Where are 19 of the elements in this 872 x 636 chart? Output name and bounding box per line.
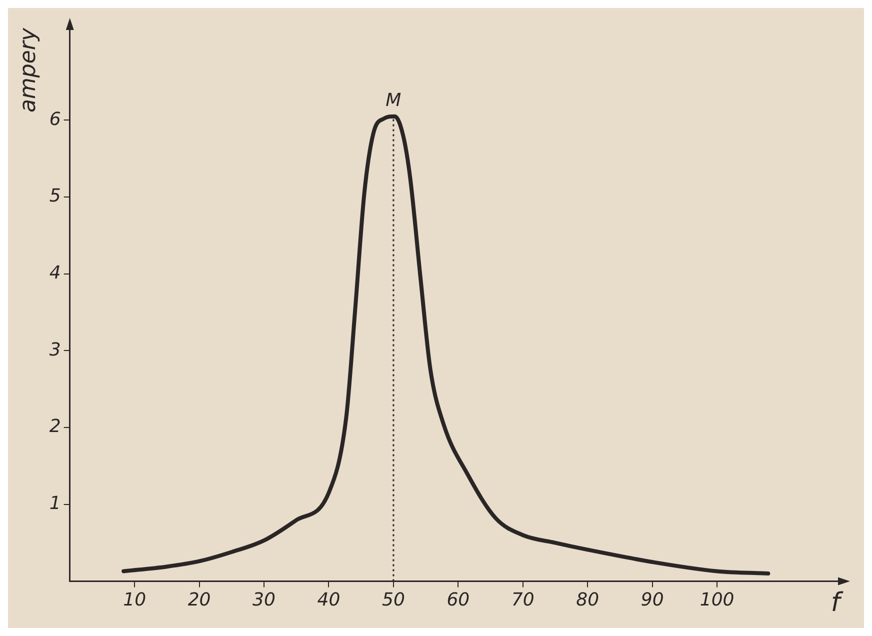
y-tick-label: 5: [49, 186, 61, 207]
x-tick-label: 50: [382, 590, 405, 611]
y-tick-label: 4: [49, 262, 61, 284]
x-tick-label: 90: [640, 590, 664, 611]
x-tick-label: 70: [511, 590, 534, 611]
x-axis-title: f: [830, 588, 844, 618]
x-tick-label: 20: [188, 590, 211, 611]
x-tick-label: 80: [576, 590, 600, 611]
x-tick-label: 100: [700, 590, 734, 611]
y-axis-title: ampery: [16, 27, 41, 112]
x-tick-label: 40: [317, 590, 340, 611]
y-tick-label: 3: [49, 339, 61, 360]
y-tick-label: 6: [49, 108, 61, 130]
y-tick-label: 2: [49, 416, 61, 438]
annotation: M: [386, 90, 402, 112]
x-tick-label: 30: [252, 590, 276, 611]
x-tick-label: 10: [123, 590, 146, 611]
y-tick-label: 1: [49, 493, 61, 514]
x-tick-label: 60: [446, 590, 470, 611]
